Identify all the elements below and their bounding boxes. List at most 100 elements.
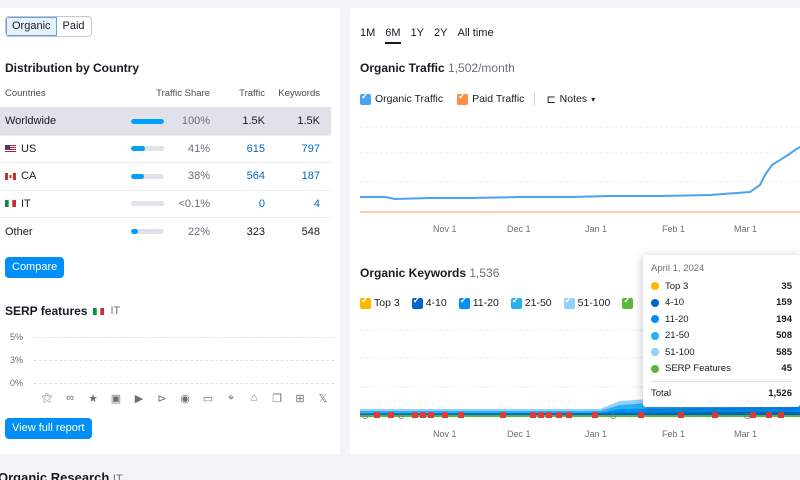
image-icon[interactable]: ▣ bbox=[110, 393, 122, 405]
table-row[interactable]: CA 38% 564 187 bbox=[0, 163, 331, 191]
serp-features-checkbox[interactable] bbox=[622, 295, 634, 309]
11-20-checkbox[interactable] bbox=[458, 295, 470, 309]
review-icon[interactable]: ▭ bbox=[202, 393, 214, 405]
organic-research-country: IT bbox=[112, 473, 123, 480]
chevron-down-icon: ▾ bbox=[591, 94, 596, 104]
x-twitter-icon[interactable]: 𝕏 bbox=[318, 393, 328, 405]
document-icon[interactable]: ❐ bbox=[272, 393, 282, 405]
share-bar bbox=[131, 201, 164, 207]
tooltip-total: Total 1,526 bbox=[651, 381, 792, 399]
notes-dropdown[interactable]: Notes bbox=[559, 93, 588, 105]
traffic-type-toggle: Organic Paid bbox=[5, 16, 92, 37]
legend-21-50: 21-50 bbox=[524, 297, 552, 309]
country-name: IT bbox=[21, 197, 31, 210]
table-row[interactable]: Worldwide 100% 1.5K 1.5K bbox=[0, 108, 331, 136]
local-pack-icon[interactable]: ⌖ bbox=[227, 392, 235, 404]
tooltip-total-value: 1,526 bbox=[768, 388, 792, 399]
organic-keywords-title: Organic Keywords 1,536 bbox=[360, 266, 499, 280]
traffic-value: 1.5K bbox=[242, 115, 265, 128]
legend-top3: Top 3 bbox=[374, 297, 400, 309]
country-name: Worldwide bbox=[5, 115, 57, 128]
video-carousel-icon[interactable]: ⊳ bbox=[157, 393, 167, 405]
period-1m[interactable]: 1M bbox=[360, 27, 376, 39]
gridline bbox=[34, 383, 334, 384]
table-header: Countries Traffic Share Traffic Keywords bbox=[0, 80, 331, 108]
col-countries: Countries bbox=[5, 88, 46, 99]
col-keywords: Keywords bbox=[278, 88, 320, 99]
traffic-value[interactable]: 615 bbox=[246, 142, 265, 155]
top3-checkbox[interactable] bbox=[360, 295, 371, 309]
ca-flag-icon bbox=[5, 172, 16, 180]
keywords-value[interactable]: 4 bbox=[313, 197, 320, 210]
x-label: Nov 1 bbox=[433, 224, 457, 234]
table-row[interactable]: US 41% 615 797 bbox=[0, 136, 331, 163]
keywords-tooltip: April 1, 2024 Top 3 35 4-10 159 11-20 194 2… bbox=[643, 255, 800, 407]
y-tick: 3% bbox=[10, 355, 24, 365]
x-label: Jan 1 bbox=[585, 224, 608, 234]
paid-traffic-checkbox[interactable] bbox=[457, 91, 469, 105]
21-50-checkbox[interactable] bbox=[510, 295, 522, 309]
serp-icons: ⚝ ∞ ★ ▣ ▶ ⊳ ◉ ▭ ⌖ ⌂ ❐ ⊞ 𝕏 bbox=[40, 392, 330, 405]
organic-traffic-chart bbox=[360, 126, 800, 213]
share-value: 100% bbox=[181, 115, 210, 128]
keywords-legend: Top 3 4-10 11-20 21-50 51-100 bbox=[360, 295, 634, 309]
tab-paid[interactable]: Paid bbox=[62, 20, 85, 32]
organic-research-label: Organic Research bbox=[0, 470, 110, 480]
x-label: Feb 1 bbox=[662, 429, 686, 439]
link-icon[interactable]: ∞ bbox=[66, 392, 74, 404]
serp-title: SERP features IT bbox=[5, 304, 120, 318]
table-row[interactable]: IT <0.1% 0 4 bbox=[0, 191, 331, 218]
organic-traffic-title: Organic Traffic 1,502/month bbox=[360, 61, 515, 75]
51-100-checkbox[interactable] bbox=[563, 295, 575, 309]
organic-traffic-checkbox[interactable] bbox=[360, 91, 371, 105]
period-2y[interactable]: 2Y bbox=[434, 27, 448, 39]
x-label: Jan 1 bbox=[585, 429, 608, 439]
y-tick: 0% bbox=[10, 378, 24, 388]
legend-paid-traffic: Paid Traffic bbox=[472, 93, 525, 105]
knowledge-icon[interactable]: ⌂ bbox=[250, 392, 258, 404]
it-flag-icon bbox=[93, 307, 105, 315]
keywords-value[interactable]: 187 bbox=[301, 170, 320, 183]
tooltip-date: April 1, 2024 bbox=[651, 263, 705, 274]
share-bar bbox=[131, 229, 164, 235]
period-6m[interactable]: 6M bbox=[385, 27, 401, 44]
share-value: 22% bbox=[187, 225, 210, 238]
compare-button[interactable]: Compare bbox=[5, 257, 65, 278]
serp-feature-markers bbox=[374, 412, 784, 418]
period-all-time[interactable]: All time bbox=[457, 27, 494, 39]
tab-organic[interactable]: Organic bbox=[6, 17, 57, 36]
share-value: 41% bbox=[187, 142, 210, 155]
star-icon[interactable]: ★ bbox=[88, 393, 98, 405]
country-name: US bbox=[21, 142, 37, 155]
play-icon[interactable]: ◉ bbox=[180, 393, 190, 405]
svg-text:G: G bbox=[744, 412, 750, 421]
x-label: Nov 1 bbox=[433, 429, 457, 439]
keywords-value: 1.5K bbox=[297, 115, 320, 128]
keywords-value[interactable]: 797 bbox=[301, 142, 320, 155]
notes-icon: ⊏ bbox=[546, 93, 556, 106]
organic-research-title: Organic Research IT bbox=[0, 470, 123, 480]
tooltip-row: SERP Features 45 bbox=[651, 361, 792, 378]
traffic-value[interactable]: 564 bbox=[246, 170, 265, 183]
legend-51-100: 51-100 bbox=[577, 297, 611, 309]
traffic-value: 323 bbox=[246, 225, 265, 238]
period-1y[interactable]: 1Y bbox=[410, 27, 425, 39]
gridline bbox=[34, 360, 334, 361]
4-10-checkbox[interactable] bbox=[411, 295, 423, 309]
table-row[interactable]: Other 22% 323 548 bbox=[0, 218, 331, 246]
share-value: 38% bbox=[187, 170, 210, 183]
x-label: Mar 1 bbox=[734, 224, 758, 234]
traffic-value[interactable]: 0 bbox=[258, 197, 265, 210]
country-name: CA bbox=[21, 170, 37, 183]
view-full-report-button[interactable]: View full report bbox=[5, 418, 92, 439]
share-bar bbox=[131, 146, 164, 152]
briefcase-icon[interactable]: ⊞ bbox=[295, 393, 305, 405]
video-icon[interactable]: ▶ bbox=[134, 393, 144, 405]
organic-keywords-label: Organic Keywords bbox=[360, 266, 467, 280]
share-bar bbox=[131, 118, 164, 124]
us-flag-icon bbox=[5, 145, 16, 153]
featured-snippet-icon[interactable]: ⚝ bbox=[41, 392, 53, 404]
organic-traffic-label: Organic Traffic bbox=[360, 61, 445, 75]
country-name: Other bbox=[5, 225, 33, 238]
